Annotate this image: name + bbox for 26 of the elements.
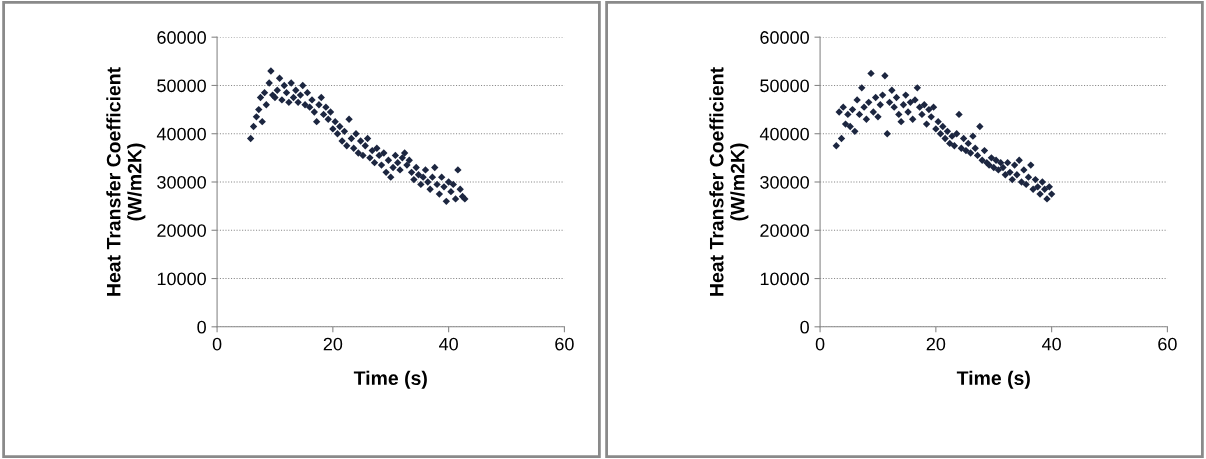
- y-tick-label: 20000: [157, 224, 206, 237]
- y-tick-label: 40000: [759, 127, 809, 141]
- y-tick-label: 20000: [760, 224, 809, 237]
- y-axis-title: Heat Transfer Coefficient (W/m2K): [709, 67, 749, 296]
- y-tick-label: 50000: [157, 79, 206, 93]
- y-tick-label: 0: [800, 320, 809, 334]
- x-tick-label: 60: [1158, 337, 1177, 351]
- x-axis-title: Time (s): [956, 370, 1030, 389]
- y-tick-label: 60000: [760, 31, 809, 44]
- x-tick-label: 60: [555, 337, 574, 351]
- x-axis-title: Time (s): [353, 370, 427, 389]
- x-tick-label: 0: [212, 337, 222, 351]
- x-tick-label: 0: [815, 337, 825, 351]
- y-tick-label: 30000: [157, 175, 206, 189]
- y-tick-label: 0: [197, 320, 206, 334]
- y-tick-label: 60000: [157, 31, 206, 44]
- x-tick-label: 20: [926, 337, 946, 351]
- x-tick-label: 20: [323, 337, 343, 351]
- y-tick-label: 40000: [156, 127, 206, 141]
- y-tick-label: 30000: [760, 175, 809, 189]
- y-tick-label: 50000: [760, 79, 809, 93]
- y-tick-label: 10000: [760, 272, 809, 286]
- y-axis-title: Heat Transfer Coefficient (W/m2K): [106, 67, 146, 296]
- y-tick-label: 10000: [157, 272, 206, 286]
- x-tick-label: 40: [1042, 337, 1061, 351]
- x-tick-label: 40: [439, 337, 458, 351]
